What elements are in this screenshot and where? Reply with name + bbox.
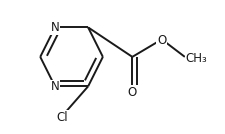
Text: Cl: Cl [56, 111, 68, 124]
Text: O: O [157, 34, 166, 47]
Text: N: N [50, 80, 59, 93]
Text: O: O [127, 86, 136, 99]
Text: CH₃: CH₃ [185, 52, 207, 65]
Text: N: N [50, 21, 59, 34]
